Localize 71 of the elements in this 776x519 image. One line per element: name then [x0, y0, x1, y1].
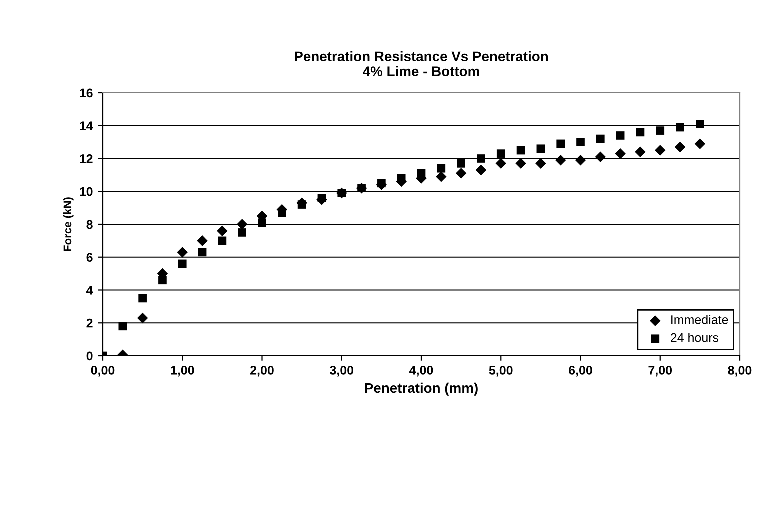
point	[177, 247, 188, 258]
y-axis-title: Force (kN)	[63, 198, 74, 252]
x-tick-label: 8,00	[728, 366, 752, 377]
x-tick-label: 3,00	[330, 366, 354, 377]
chart-title: Penetration Resistance Vs Penetration 4% Lime - Bottom	[295, 51, 548, 76]
point	[178, 260, 187, 268]
point	[236, 219, 248, 230]
point	[576, 138, 585, 146]
point	[417, 169, 426, 178]
point	[595, 152, 606, 162]
point	[636, 128, 645, 137]
point	[477, 154, 486, 163]
point	[496, 158, 507, 170]
point	[138, 294, 147, 303]
point	[298, 200, 306, 209]
y-tick-label: 8	[86, 220, 93, 230]
x-tick-label: 0,00	[91, 366, 115, 377]
y-tick-label: 6	[86, 253, 93, 262]
point	[457, 160, 466, 168]
point	[198, 248, 207, 257]
point	[656, 126, 665, 135]
x-tick-label: 4,00	[410, 366, 434, 377]
x-axis-title: Penetration (mm)	[365, 382, 478, 396]
point	[217, 226, 228, 236]
point	[536, 158, 546, 170]
x-tick-label: 1,00	[171, 366, 194, 377]
point	[676, 123, 684, 132]
point	[536, 144, 546, 154]
point	[338, 189, 346, 198]
point	[318, 194, 326, 202]
x-tick-label: 7,00	[648, 366, 672, 377]
point	[378, 179, 386, 188]
y-tick-label: 16	[80, 88, 93, 98]
point	[158, 276, 167, 285]
y-tick-label: 0	[86, 352, 93, 361]
point	[516, 158, 526, 170]
point	[596, 134, 605, 144]
point	[556, 140, 566, 148]
legend-label: 24 hours	[671, 333, 719, 342]
point	[436, 171, 447, 182]
point	[555, 155, 566, 166]
point	[456, 168, 467, 179]
x-tick-label: 5,00	[489, 366, 513, 377]
point	[197, 236, 208, 246]
point	[615, 148, 626, 160]
y-tick-label: 14	[80, 122, 94, 130]
point	[437, 164, 446, 173]
x-tick-label: 6,00	[569, 366, 592, 377]
point	[635, 146, 646, 158]
point	[137, 312, 148, 324]
point	[397, 174, 406, 183]
y-tick-label: 10	[80, 187, 93, 196]
point	[476, 164, 487, 176]
point	[496, 150, 506, 158]
point	[118, 322, 128, 331]
point	[575, 155, 586, 166]
point	[258, 218, 266, 228]
point	[516, 146, 526, 155]
point	[694, 138, 706, 150]
x-tick-label: 2,00	[250, 366, 274, 377]
point	[218, 236, 227, 246]
point	[616, 132, 625, 140]
y-tick-label: 4	[86, 286, 94, 295]
point	[674, 142, 686, 153]
point	[654, 145, 666, 156]
y-tick-label: 12	[80, 154, 93, 164]
y-tick-label: 2	[86, 318, 93, 328]
point	[238, 228, 247, 237]
point	[696, 120, 704, 128]
point	[278, 208, 286, 218]
legend-label: Immediate	[672, 315, 728, 324]
